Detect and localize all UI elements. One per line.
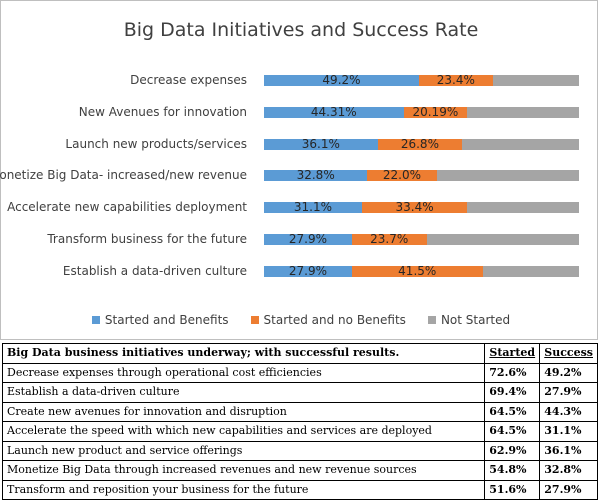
row-success: 49.2% [539,362,598,383]
table-header-started: Started [484,343,541,364]
results-table: Big Data business initiatives underway; … [1,343,598,500]
legend-item-started-no-benefits: Started and no Benefits [250,313,406,327]
data-label: 44.31% [310,104,357,119]
chart-title: Big Data Initiatives and Success Rate [123,19,479,41]
table-header-title: Big Data business initiatives underway; … [1,343,486,364]
category-label: Decrease expenses [130,73,247,87]
data-label: 31.1% [293,200,333,215]
category-label: Accelerate new capabilities deployment [7,200,247,215]
bar-segment [467,106,579,118]
category-label: Monetize Big Data- increased/new revenue [0,168,247,183]
row-started: 64.5% [484,401,541,422]
legend-label: Started and no Benefits [263,313,406,327]
bar-segment [426,234,579,245]
table-row: Decrease expenses through operational co… [1,362,598,383]
bar-segment [264,106,404,118]
data-label: 27.9% [288,232,327,246]
row-started: 72.6% [484,362,541,383]
bar-segment [264,170,368,182]
bar-segment [367,170,437,182]
row-success: 27.9% [539,479,598,500]
chart-area: Big Data Initiatives and Success Rate De… [0,0,598,340]
table-row: Accelerate the speed with which new capa… [1,421,598,442]
category-label: Transform business for the future [47,232,247,246]
bar-segment [418,75,493,86]
data-label: 36.1% [301,136,340,151]
bar-segment [264,138,378,150]
bar-segment [377,138,463,150]
data-label: 32.8% [296,168,335,183]
data-label: 33.4% [395,200,434,215]
data-label: 26.8% [400,136,439,151]
legend-item-not-started: Not Started [427,313,511,327]
data-label: 23.7% [370,232,409,246]
bar-segment [462,138,579,150]
bar-segment [264,234,352,245]
row-label: Create new avenues for innovation and di… [1,401,486,422]
data-label: 41.5% [398,263,437,278]
table-header-row: Big Data business initiatives underway; … [1,343,598,364]
legend-swatch [427,316,436,324]
row-started: 51.6% [484,479,541,500]
bar-segment [467,202,579,214]
row-label: Transform and reposition your business f… [1,479,486,500]
row-label: Monetize Big Data through increased reve… [1,460,486,481]
bar-segment [492,75,579,86]
data-label: 23.4% [436,73,475,87]
bar-segment [264,75,419,86]
data-label: 49.2% [322,73,361,87]
row-started: 62.9% [484,440,541,461]
legend-item-started-benefits: Started and Benefits [91,313,229,327]
bar-segment [403,106,468,118]
table-row: Create new avenues for innovation and di… [1,401,598,422]
category-label: Launch new products/services [65,136,247,151]
bar-segment [361,202,468,214]
legend-swatch [250,316,259,324]
row-success: 32.8% [539,460,598,481]
row-success: 27.9% [539,382,598,403]
row-started: 64.5% [484,421,541,442]
row-success: 44.3% [539,401,598,422]
category-label: Establish a data-driven culture [62,263,247,278]
table-row: Monetize Big Data through increased reve… [1,460,598,481]
legend-swatch [91,316,100,324]
row-started: 69.4% [484,382,541,403]
category-label: New Avenues for innovation [78,104,247,119]
table-header-success: Success [539,343,598,364]
bar-segment [351,234,427,245]
data-label: 22.0% [382,168,422,183]
table-row: Launch new product and service offerings… [1,440,598,461]
table-row: Transform and reposition your business f… [1,479,598,500]
legend-label: Started and Benefits [104,313,229,327]
bar-segment [351,265,483,277]
table-row: Establish a data-driven culture 69.4% 27… [1,382,598,403]
legend-label: Not Started [440,313,511,327]
data-label: 20.19% [412,104,459,119]
bar-segment [482,265,579,277]
bar-segment [436,170,579,182]
row-label: Establish a data-driven culture [1,382,486,403]
row-label: Launch new product and service offerings [1,440,486,461]
legend: Started and Benefits Started and no Bene… [1,313,600,327]
row-label: Decrease expenses through operational co… [1,362,486,383]
bar-segment [264,202,362,214]
row-label: Accelerate the speed with which new capa… [1,421,486,442]
row-success: 36.1% [539,440,598,461]
data-label: 27.9% [288,263,327,278]
bar-segment [264,265,352,277]
row-success: 31.1% [539,421,598,442]
row-started: 54.8% [484,460,541,481]
